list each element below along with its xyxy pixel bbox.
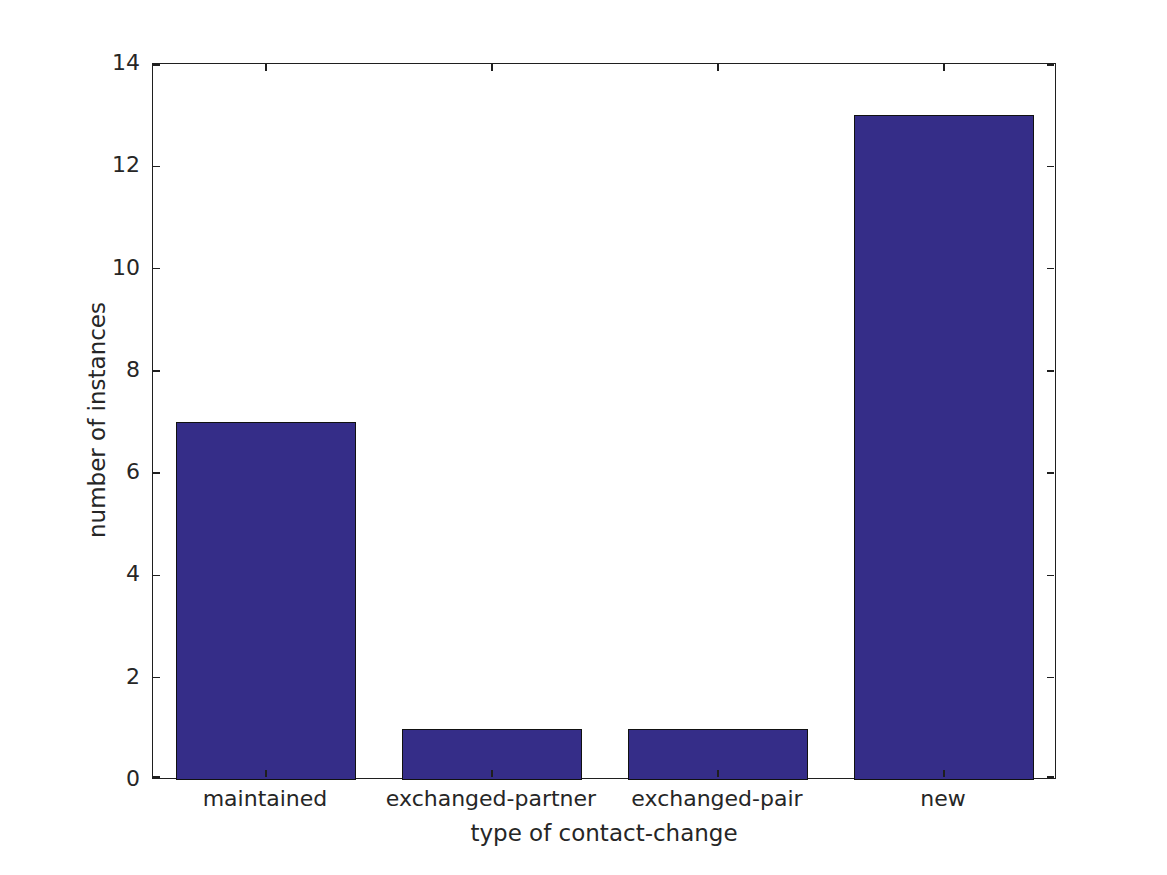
y-tick-left-12: [153, 166, 160, 168]
y-tick-right-0: [1047, 776, 1054, 778]
y-tick-right-12: [1047, 166, 1054, 168]
y-tick-left-6: [153, 472, 160, 474]
bar-chart-figure: 02468101214 maintainedexchanged-partnere…: [0, 0, 1167, 875]
y-tick-label-0: 0: [70, 766, 140, 792]
y-tick-left-8: [153, 370, 160, 372]
x-tick-bottom-maintained: [265, 770, 267, 777]
x-tick-label-maintained: maintained: [135, 786, 395, 812]
y-tick-label-2: 2: [70, 664, 140, 690]
plot-area: [152, 63, 1056, 779]
x-tick-label-new: new: [813, 786, 1073, 812]
y-tick-label-12: 12: [70, 152, 140, 178]
y-tick-right-14: [1047, 64, 1054, 66]
y-tick-right-8: [1047, 370, 1054, 372]
bar-maintained: [176, 422, 357, 780]
x-tick-bottom-exchanged-partner: [491, 770, 493, 777]
y-tick-left-0: [153, 776, 160, 778]
y-tick-right-6: [1047, 472, 1054, 474]
y-tick-left-14: [153, 64, 160, 66]
y-tick-label-4: 4: [70, 561, 140, 587]
y-tick-label-10: 10: [70, 255, 140, 281]
y-tick-right-10: [1047, 268, 1054, 270]
y-axis-label: number of instances: [84, 302, 110, 538]
y-tick-left-10: [153, 268, 160, 270]
x-tick-top-exchanged-pair: [717, 64, 719, 71]
x-tick-label-exchanged-pair: exchanged-pair: [587, 786, 847, 812]
y-tick-right-2: [1047, 677, 1054, 679]
y-tick-right-4: [1047, 575, 1054, 577]
x-axis-label: type of contact-change: [470, 820, 737, 846]
y-tick-label-14: 14: [70, 50, 140, 76]
x-tick-bottom-new: [943, 770, 945, 777]
x-tick-label-exchanged-partner: exchanged-partner: [361, 786, 621, 812]
x-tick-bottom-exchanged-pair: [717, 770, 719, 777]
y-tick-left-4: [153, 575, 160, 577]
x-tick-top-new: [943, 64, 945, 71]
bar-new: [854, 115, 1035, 780]
x-tick-top-maintained: [265, 64, 267, 71]
y-tick-left-2: [153, 677, 160, 679]
x-tick-top-exchanged-partner: [491, 64, 493, 71]
